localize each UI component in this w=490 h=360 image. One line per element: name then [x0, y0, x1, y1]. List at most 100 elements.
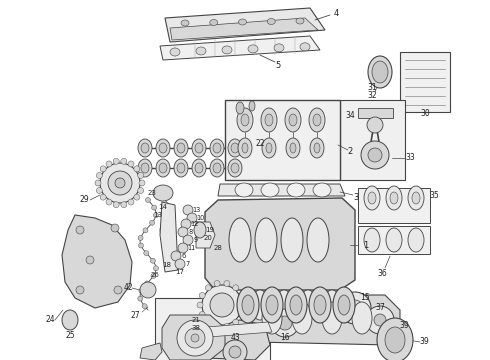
Text: 20: 20 — [203, 235, 213, 241]
Ellipse shape — [255, 218, 277, 262]
Ellipse shape — [235, 183, 253, 197]
Polygon shape — [62, 215, 132, 308]
Ellipse shape — [386, 186, 402, 210]
Ellipse shape — [275, 290, 293, 320]
Ellipse shape — [224, 280, 230, 287]
Ellipse shape — [121, 158, 127, 164]
Ellipse shape — [364, 228, 380, 252]
Ellipse shape — [309, 287, 331, 323]
Ellipse shape — [139, 288, 144, 293]
Polygon shape — [140, 343, 162, 360]
Ellipse shape — [76, 286, 84, 294]
Ellipse shape — [205, 319, 211, 325]
Ellipse shape — [159, 143, 167, 153]
Bar — [358, 108, 393, 118]
Ellipse shape — [108, 171, 132, 195]
Text: 14: 14 — [159, 204, 168, 210]
Ellipse shape — [138, 159, 152, 177]
Ellipse shape — [366, 306, 394, 334]
Ellipse shape — [313, 114, 321, 126]
Bar — [400, 52, 450, 112]
Polygon shape — [205, 198, 355, 290]
Ellipse shape — [222, 46, 232, 54]
Ellipse shape — [138, 296, 143, 301]
Polygon shape — [162, 315, 225, 360]
Ellipse shape — [314, 295, 326, 315]
Text: 42: 42 — [123, 284, 133, 292]
Ellipse shape — [115, 178, 125, 188]
Text: 26: 26 — [150, 272, 159, 278]
Text: 21: 21 — [192, 317, 200, 323]
Ellipse shape — [390, 192, 398, 204]
Text: 24: 24 — [45, 315, 55, 324]
Ellipse shape — [181, 20, 189, 26]
Ellipse shape — [323, 290, 341, 320]
Ellipse shape — [228, 139, 242, 157]
Ellipse shape — [285, 108, 301, 132]
Ellipse shape — [171, 251, 181, 261]
Polygon shape — [195, 322, 272, 338]
Ellipse shape — [261, 287, 283, 323]
Ellipse shape — [289, 114, 297, 126]
Text: 13: 13 — [192, 207, 200, 213]
Text: 19: 19 — [205, 227, 215, 233]
Ellipse shape — [236, 102, 244, 114]
Ellipse shape — [237, 108, 253, 132]
Ellipse shape — [159, 163, 167, 173]
Text: 18: 18 — [163, 262, 172, 268]
Ellipse shape — [187, 213, 197, 223]
Ellipse shape — [202, 285, 242, 325]
Text: 13: 13 — [153, 212, 163, 218]
Ellipse shape — [153, 213, 158, 218]
Text: 3: 3 — [353, 193, 359, 202]
Ellipse shape — [231, 143, 239, 153]
Ellipse shape — [174, 139, 188, 157]
Ellipse shape — [296, 18, 304, 24]
Ellipse shape — [100, 194, 106, 200]
Text: 10: 10 — [196, 215, 204, 221]
Text: 8: 8 — [189, 229, 193, 235]
Ellipse shape — [153, 185, 173, 201]
Polygon shape — [160, 202, 178, 272]
Ellipse shape — [262, 138, 276, 158]
Ellipse shape — [333, 287, 355, 323]
Ellipse shape — [111, 224, 119, 232]
Text: 27: 27 — [130, 310, 140, 320]
Ellipse shape — [248, 45, 258, 53]
Ellipse shape — [224, 323, 230, 329]
Ellipse shape — [199, 311, 205, 318]
Text: 33: 33 — [405, 153, 415, 162]
Ellipse shape — [121, 202, 127, 208]
Ellipse shape — [364, 186, 380, 210]
Ellipse shape — [178, 227, 188, 237]
Text: 38: 38 — [192, 325, 200, 331]
Bar — [225, 100, 340, 180]
Ellipse shape — [134, 166, 140, 172]
Ellipse shape — [339, 292, 371, 324]
Ellipse shape — [214, 280, 220, 287]
Polygon shape — [218, 184, 345, 196]
Ellipse shape — [287, 183, 305, 197]
Ellipse shape — [310, 138, 324, 158]
Ellipse shape — [142, 304, 147, 309]
Ellipse shape — [261, 183, 279, 197]
Bar — [340, 100, 405, 180]
Text: 25: 25 — [65, 330, 75, 339]
Text: 37: 37 — [375, 303, 385, 312]
Ellipse shape — [237, 287, 259, 323]
Ellipse shape — [199, 292, 205, 298]
Ellipse shape — [274, 44, 284, 52]
Ellipse shape — [352, 302, 372, 334]
Ellipse shape — [195, 163, 203, 173]
Text: 28: 28 — [214, 245, 222, 251]
Ellipse shape — [139, 243, 144, 248]
Text: 11: 11 — [187, 245, 195, 251]
Text: 43: 43 — [230, 333, 240, 342]
Ellipse shape — [233, 285, 239, 291]
Ellipse shape — [175, 259, 185, 269]
Ellipse shape — [141, 163, 149, 173]
Ellipse shape — [210, 159, 224, 177]
Ellipse shape — [368, 56, 392, 88]
Ellipse shape — [128, 161, 134, 167]
Ellipse shape — [194, 222, 206, 238]
